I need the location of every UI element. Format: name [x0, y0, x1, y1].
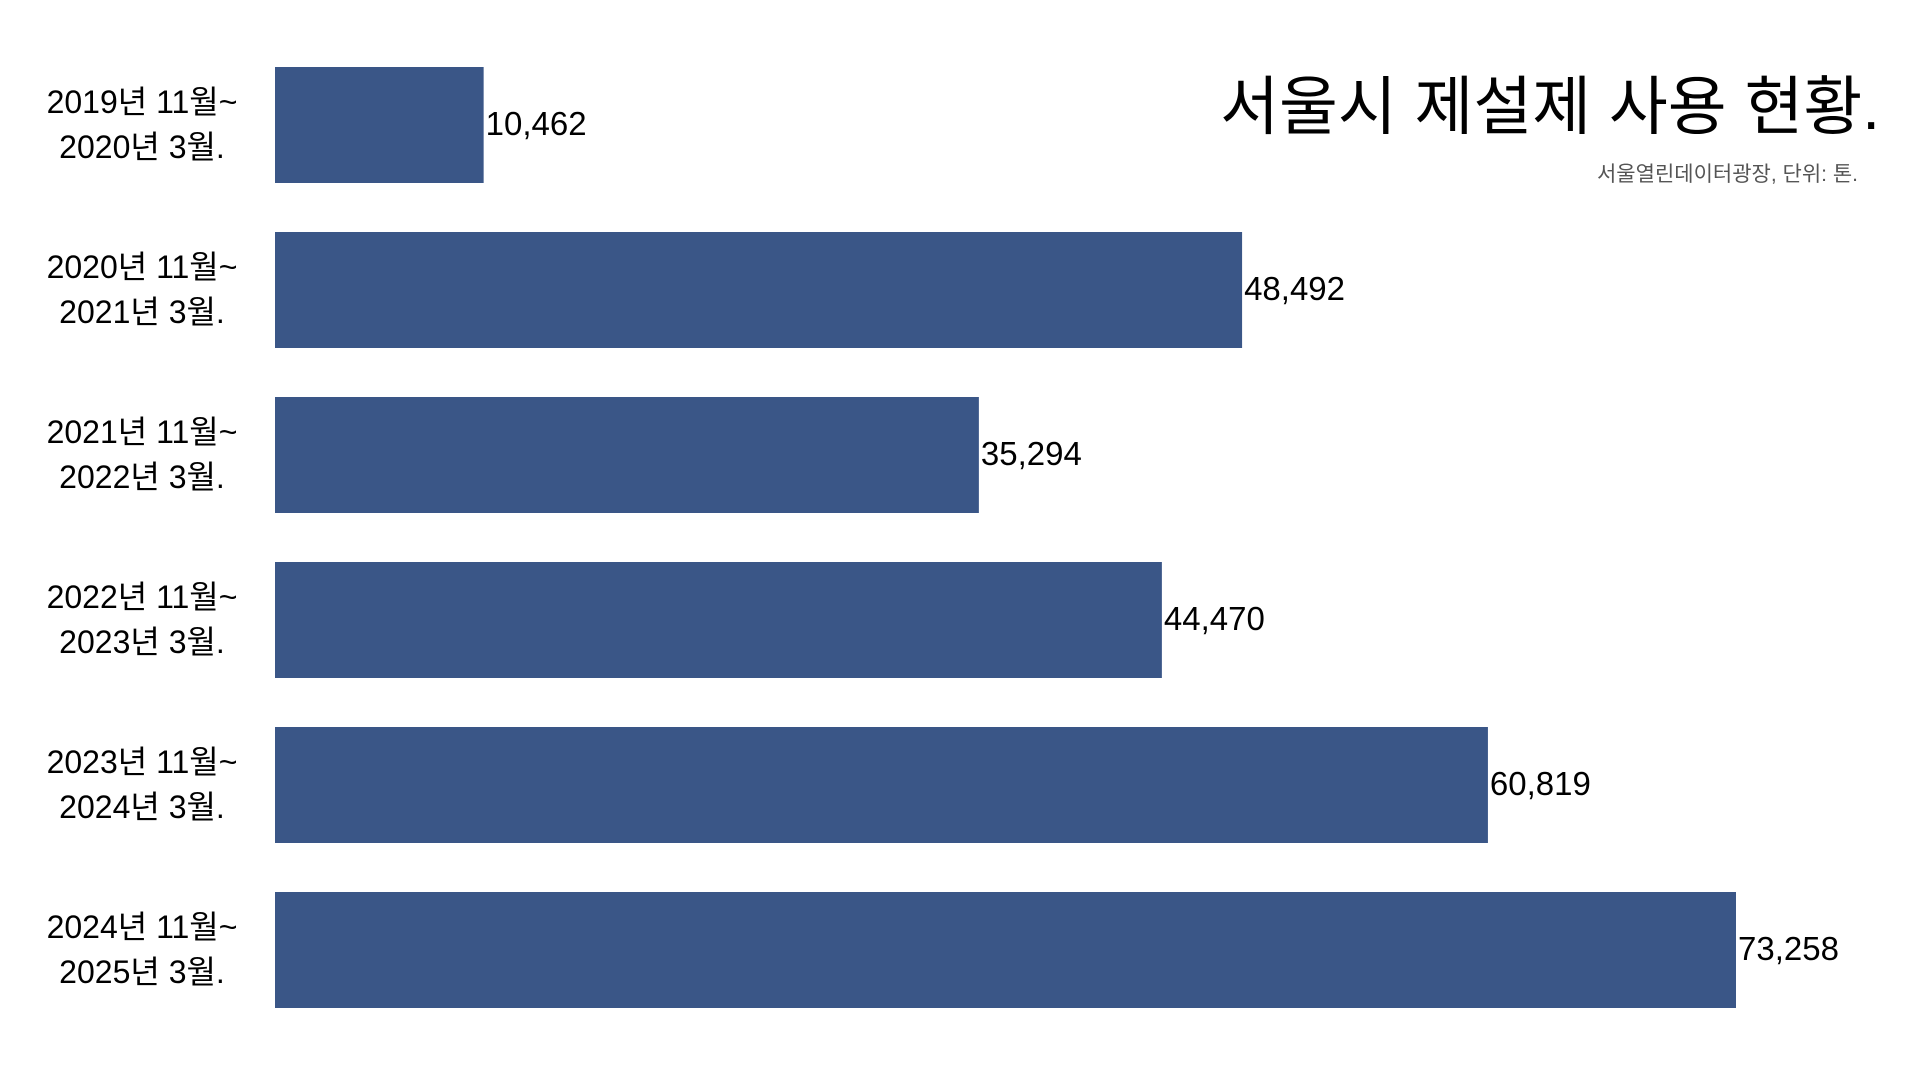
- y-tick-label: 2023년 11월~ 2024년 3월.: [46, 744, 238, 825]
- y-tick-label: 2024년 11월~ 2025년 3월.: [46, 909, 238, 990]
- y-tick-label: 2020년 11월~ 2021년 3월.: [46, 249, 238, 330]
- value-label: 44,470: [1163, 600, 1265, 637]
- y-tick-label: 2019년 11월~ 2020년 3월.: [46, 84, 238, 165]
- bar: [275, 232, 1243, 348]
- value-label: 48,492: [1244, 270, 1346, 307]
- y-tick-label: 2021년 11월~ 2022년 3월.: [46, 414, 238, 495]
- bar: [275, 727, 1488, 843]
- bar: [275, 562, 1162, 678]
- value-label: 35,294: [980, 435, 1082, 472]
- value-label: 60,819: [1489, 765, 1591, 802]
- chart-subtitle: 서울열린데이터광장, 단위: 톤.: [1596, 163, 1858, 186]
- bar: [275, 67, 484, 183]
- chart-title: 서울시 제설제 사용 현황.: [1220, 71, 1880, 143]
- bar: [275, 892, 1736, 1008]
- value-label: 10,462: [485, 105, 587, 142]
- y-tick-label: 2022년 11월~ 2023년 3월.: [46, 579, 238, 660]
- value-label: 73,258: [1738, 930, 1839, 967]
- bar: [275, 397, 979, 513]
